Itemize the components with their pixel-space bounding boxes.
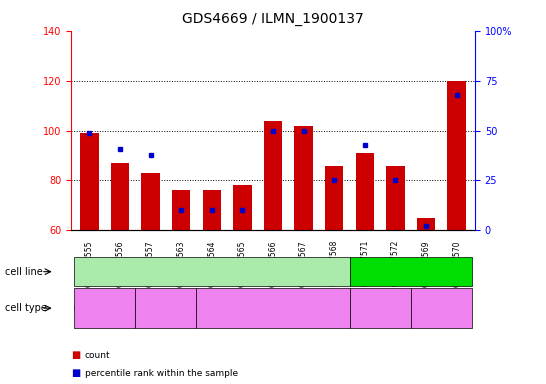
Bar xyxy=(355,153,374,230)
Bar xyxy=(386,166,405,230)
Text: derived astrocytes: derived astrocytes xyxy=(130,304,201,313)
Text: derived neurons CD44-
EGFR-: derived neurons CD44- EGFR- xyxy=(229,298,317,318)
Text: UNC-93B-deficient-induced
pluripotent stem: UNC-93B-deficient-induced pluripotent st… xyxy=(353,262,468,281)
Bar xyxy=(448,81,466,230)
Text: undifferentiated: undifferentiated xyxy=(74,304,136,313)
Text: percentile rank within the sample: percentile rank within the sample xyxy=(85,369,238,378)
Bar xyxy=(203,190,221,230)
Bar xyxy=(141,173,160,230)
Text: ■: ■ xyxy=(71,368,80,378)
Text: cell line: cell line xyxy=(5,266,43,277)
Bar xyxy=(417,218,435,230)
Bar xyxy=(325,166,343,230)
Bar xyxy=(264,121,282,230)
Text: derived
astrocytes: derived astrocytes xyxy=(360,298,400,318)
Bar xyxy=(233,185,252,230)
Bar xyxy=(294,126,313,230)
Bar xyxy=(172,190,191,230)
Text: ■: ■ xyxy=(71,350,80,360)
Text: count: count xyxy=(85,351,110,360)
Text: embryonic stem cell H9: embryonic stem cell H9 xyxy=(162,267,262,276)
Text: cell type: cell type xyxy=(5,303,48,313)
Bar xyxy=(80,133,98,230)
Text: derived neurons
CD44- EGFR-: derived neurons CD44- EGFR- xyxy=(410,298,472,318)
Text: GDS4669 / ILMN_1900137: GDS4669 / ILMN_1900137 xyxy=(182,12,364,25)
Bar xyxy=(111,163,129,230)
